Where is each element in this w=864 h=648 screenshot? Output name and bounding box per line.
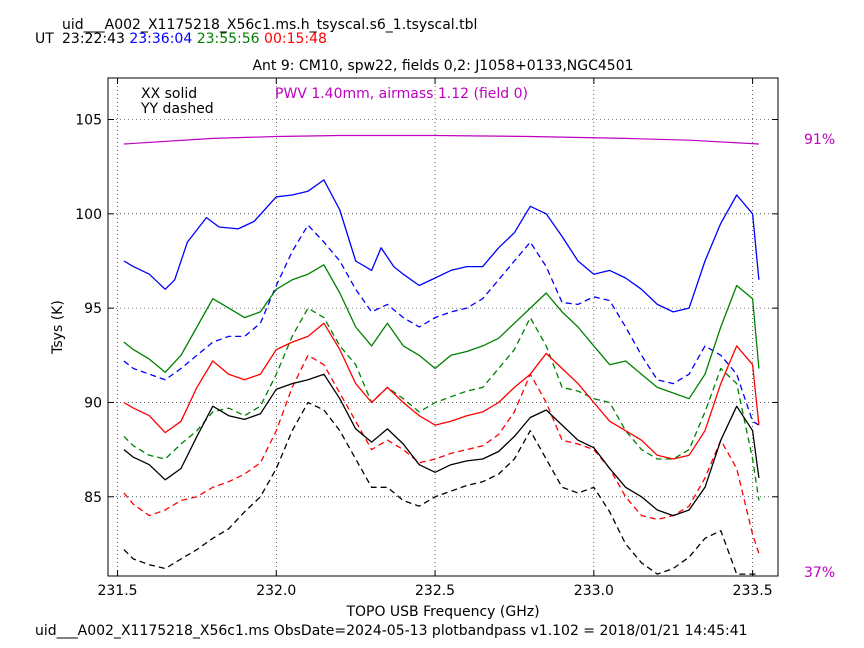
series-line-7 bbox=[123, 373, 760, 517]
x-tick-label: 233.5 bbox=[733, 583, 773, 599]
x-axis-label: TOPO USB Frequency (GHz) bbox=[345, 604, 539, 620]
atmosphere-line bbox=[123, 134, 759, 145]
y-tick-label: 90 bbox=[84, 395, 102, 411]
right-axis-bottom: 37% bbox=[804, 565, 835, 581]
series-line-8 bbox=[123, 401, 759, 575]
plot-frame bbox=[107, 77, 779, 577]
legend-solid: XX solid bbox=[141, 86, 197, 102]
x-tick-label: 231.5 bbox=[97, 583, 137, 599]
x-tick-label: 232.5 bbox=[415, 583, 455, 599]
gridlines bbox=[108, 78, 778, 576]
series-line-2 bbox=[123, 224, 760, 426]
ut-time-4: 00:15:48 bbox=[264, 31, 327, 47]
series-line-5 bbox=[123, 322, 760, 460]
x-tick-label: 233.0 bbox=[574, 583, 614, 599]
series-lines bbox=[123, 179, 760, 575]
ut-time-3: 23:55:56 bbox=[197, 31, 260, 47]
y-tick-label: 100 bbox=[75, 207, 102, 223]
ut-time-2: 23:36:04 bbox=[129, 31, 192, 47]
axis-ticks: 231.5 232.0 232.5 233.0 233.5 85 90 95 100 105 bbox=[75, 78, 778, 599]
y-tick-label: 95 bbox=[84, 301, 102, 317]
right-axis-top: 91% bbox=[804, 132, 835, 148]
ut-times: 23:22:43 23:36:04 23:55:56 00:15:48 bbox=[62, 31, 327, 47]
y-tick-label: 105 bbox=[75, 113, 102, 129]
series-line-6 bbox=[123, 354, 760, 554]
ut-label: UT bbox=[35, 31, 54, 47]
footer-info: uid___A002_X1175218_X56c1.ms ObsDate=202… bbox=[35, 623, 748, 639]
chart-title: Ant 9: CM10, spw22, fields 0,2: J1058+01… bbox=[252, 58, 633, 74]
ut-time-1: 23:22:43 bbox=[62, 31, 125, 47]
series-line-1 bbox=[123, 179, 760, 313]
y-tick-label: 85 bbox=[84, 490, 102, 506]
legend-dashed: YY dashed bbox=[140, 101, 214, 117]
legend-pwv: PWV 1.40mm, airmass 1.12 (field 0) bbox=[275, 86, 528, 102]
x-tick-label: 232.0 bbox=[256, 583, 296, 599]
table-filename: uid___A002_X1175218_X56c1.ms.h_tsyscal.s… bbox=[62, 17, 477, 33]
atmosphere-curve bbox=[123, 134, 759, 145]
series-line-4 bbox=[123, 307, 760, 501]
y-axis-label: Tsys (K) bbox=[50, 300, 66, 355]
series-line-3 bbox=[123, 264, 760, 400]
